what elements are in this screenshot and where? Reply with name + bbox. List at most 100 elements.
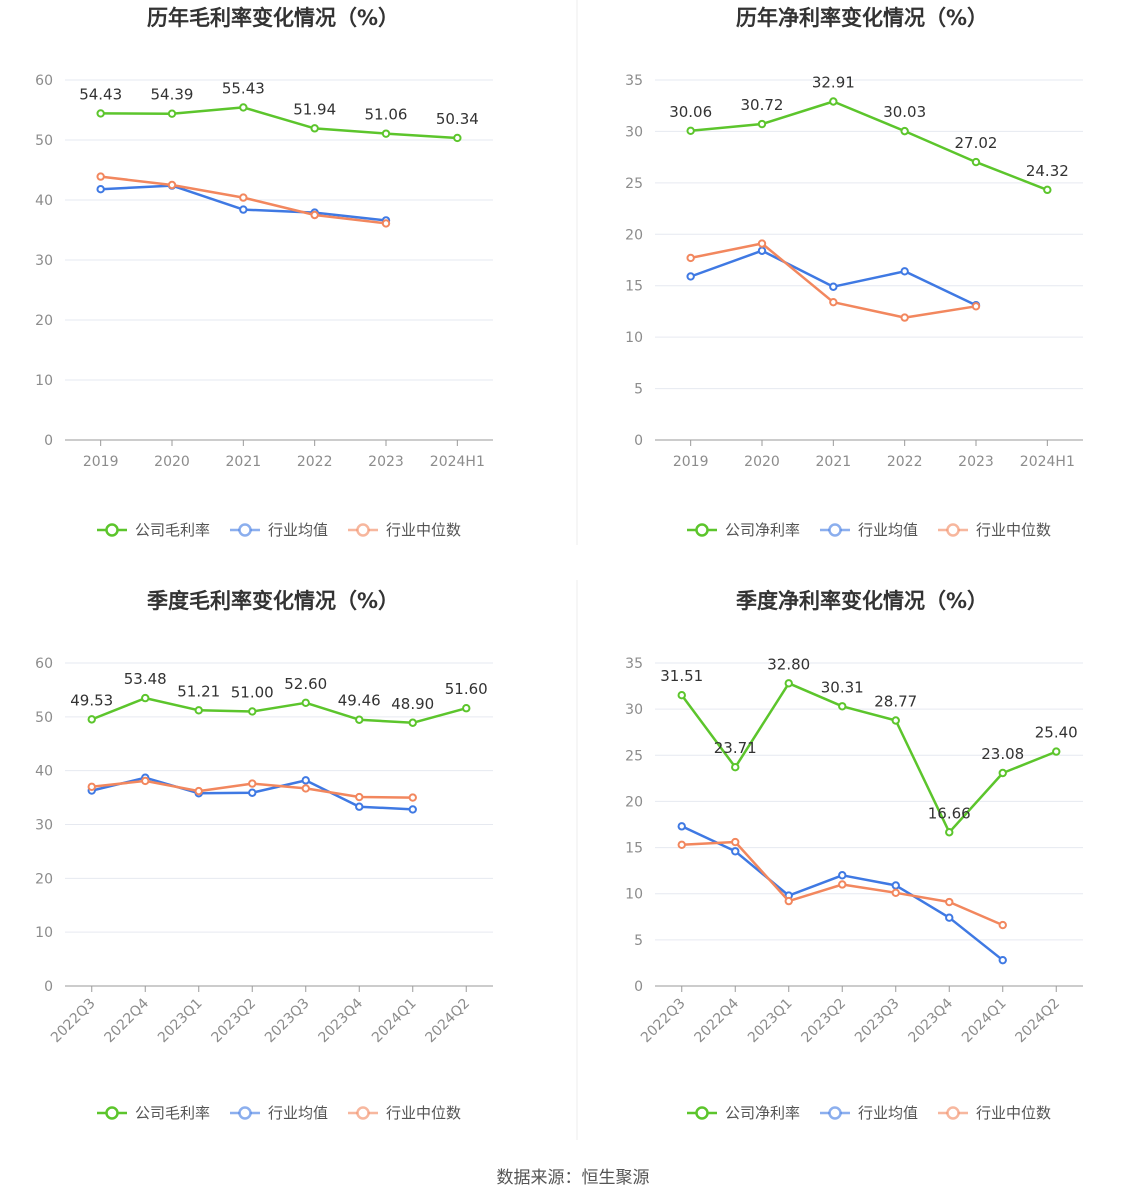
- data-point-company: [784, 679, 793, 688]
- data-point-median: [731, 837, 740, 847]
- y-tick-label: 60: [35, 73, 53, 89]
- data-point-avg: [408, 805, 417, 814]
- data-label: 23.08: [981, 745, 1024, 763]
- legend-item-median[interactable]: 行业中位数: [938, 521, 1051, 539]
- y-tick-label: 25: [625, 176, 643, 192]
- data-point-avg: [677, 822, 686, 831]
- chart-title: 季度毛利率变化情况（%）: [147, 589, 399, 613]
- data-point-company: [998, 768, 1007, 778]
- data-label: 53.48: [124, 670, 167, 688]
- x-tick-label: 2022: [887, 454, 923, 470]
- x-tick-label: 2023Q3: [262, 996, 313, 1047]
- y-tick-label: 10: [35, 373, 53, 389]
- legend-item-avg[interactable]: 行业均值: [820, 1104, 918, 1122]
- data-point-avg: [301, 776, 310, 785]
- legend-label: 公司毛利率: [135, 1104, 210, 1122]
- x-tick-label: 2024H1: [1020, 454, 1075, 470]
- x-tick-label: 2023: [958, 454, 994, 470]
- data-label: 30.03: [883, 103, 926, 121]
- data-point-avg: [900, 267, 909, 276]
- data-label: 31.51: [660, 667, 703, 685]
- legend-label: 行业中位数: [976, 521, 1051, 539]
- data-label: 51.60: [445, 680, 488, 698]
- data-point-avg: [891, 881, 900, 890]
- legend-item-avg[interactable]: 行业均值: [230, 521, 328, 539]
- y-tick-label: 0: [44, 433, 53, 449]
- x-tick-label: 2022Q4: [691, 995, 742, 1046]
- data-point-company: [239, 103, 248, 112]
- legend-item-avg[interactable]: 行业均值: [820, 521, 918, 539]
- data-point-median: [945, 897, 954, 907]
- data-point-avg: [998, 955, 1007, 965]
- x-tick-label: 2020: [744, 454, 780, 470]
- data-point-company: [677, 691, 686, 700]
- data-point-avg: [96, 185, 105, 194]
- legend-item-median[interactable]: 行业中位数: [348, 521, 461, 539]
- y-tick-label: 50: [35, 133, 53, 149]
- data-label: 51.94: [293, 100, 336, 118]
- data-point-company: [141, 693, 150, 703]
- legend-label: 行业均值: [268, 521, 328, 539]
- data-label: 54.43: [79, 85, 122, 103]
- series-line-company: [690, 100, 1048, 192]
- y-tick-label: 30: [625, 702, 643, 718]
- data-point-company: [381, 129, 391, 138]
- y-tick-label: 10: [625, 330, 643, 346]
- legend-label: 行业均值: [858, 1104, 918, 1122]
- data-point-avg: [248, 788, 257, 797]
- y-tick-label: 40: [35, 764, 53, 780]
- legend-item-company[interactable]: 公司净利率: [687, 1104, 800, 1122]
- data-point-median: [96, 172, 105, 181]
- x-tick-label: 2024Q2: [422, 996, 473, 1047]
- data-point-median: [408, 793, 417, 802]
- data-point-company: [453, 133, 462, 143]
- data-point-median: [248, 779, 257, 788]
- data-point-avg: [239, 205, 248, 214]
- y-tick-label: 40: [35, 193, 53, 209]
- data-label: 50.34: [436, 110, 479, 128]
- legend-marker: [238, 1106, 252, 1120]
- legend-item-company[interactable]: 公司净利率: [687, 521, 800, 539]
- y-tick-label: 15: [625, 841, 643, 857]
- x-tick-label: 2022: [297, 454, 333, 470]
- y-tick-label: 30: [625, 124, 643, 140]
- legend-item-median[interactable]: 行业中位数: [348, 1104, 461, 1122]
- data-point-company: [829, 97, 838, 106]
- x-tick-label: 2022Q3: [638, 996, 689, 1047]
- data-point-avg: [829, 282, 838, 291]
- series-line-median: [690, 242, 977, 319]
- data-point-median: [87, 782, 96, 792]
- legend-item-median[interactable]: 行业中位数: [938, 1104, 1051, 1122]
- data-label: 23.71: [714, 739, 757, 757]
- x-tick-label: 2021: [816, 454, 852, 470]
- data-point-company: [310, 124, 319, 133]
- y-tick-label: 20: [35, 313, 53, 329]
- data-point-median: [784, 896, 793, 906]
- data-label: 54.39: [151, 86, 194, 104]
- data-point-avg: [731, 847, 740, 856]
- y-tick-label: 20: [625, 794, 643, 810]
- x-tick-label: 2019: [673, 454, 709, 470]
- series-line-avg: [100, 184, 387, 222]
- data-point-company: [731, 762, 740, 772]
- data-label: 30.72: [741, 96, 784, 114]
- data-label: 49.53: [70, 691, 113, 709]
- y-tick-label: 5: [634, 382, 643, 398]
- data-point-median: [971, 302, 981, 311]
- data-point-company: [838, 702, 847, 711]
- x-tick-label: 2023Q2: [208, 996, 259, 1047]
- data-point-median: [355, 792, 364, 802]
- source-text: 数据来源：恒生聚源: [497, 1168, 650, 1188]
- legend-marker: [828, 523, 842, 537]
- data-label: 48.90: [391, 695, 434, 713]
- y-tick-label: 20: [35, 871, 53, 887]
- data-point-median: [757, 239, 767, 248]
- legend-item-avg[interactable]: 行业均值: [230, 1104, 328, 1122]
- legend-item-company[interactable]: 公司毛利率: [97, 1104, 210, 1122]
- legend-label: 行业均值: [268, 1104, 328, 1122]
- legend-item-company[interactable]: 公司毛利率: [97, 521, 210, 539]
- data-point-avg: [686, 272, 695, 281]
- data-point-company: [248, 707, 257, 716]
